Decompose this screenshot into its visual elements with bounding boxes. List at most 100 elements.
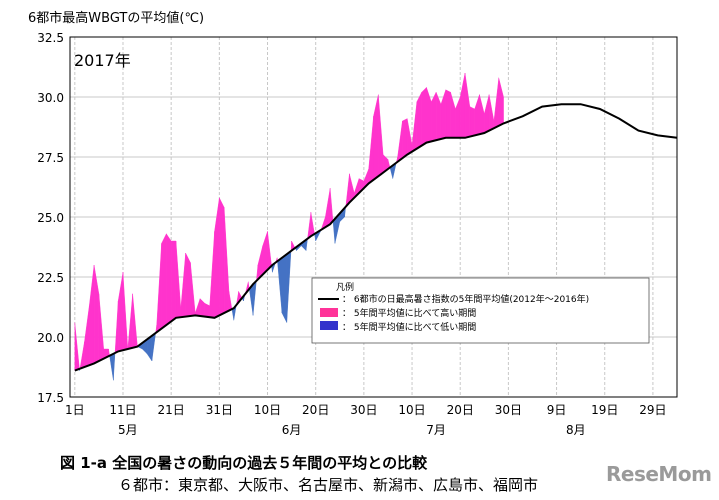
figure-subcaption: ６都市：東京都、大阪市、名古屋市、新潟市、広島市、福岡市: [118, 476, 539, 494]
x-tick-label: 20日: [302, 403, 329, 417]
y-tick-label: 22.5: [37, 271, 64, 285]
x-tick-label: 10日: [398, 403, 425, 417]
legend-low-label: ： 5年間平均値に比べて低い期間: [342, 321, 476, 333]
daily-deviation-segment: [267, 231, 272, 271]
daily-deviation-segment: [84, 305, 90, 368]
daily-deviation-segment: [479, 94, 485, 135]
daily-deviation-segment: [474, 94, 480, 136]
x-tick-label: 29日: [639, 403, 666, 417]
average-line: [74, 103, 678, 372]
month-label: 6月: [282, 423, 302, 437]
daily-deviation-segment: [127, 293, 133, 350]
month-label: 8月: [566, 423, 586, 437]
daily-deviation-segment: [204, 303, 210, 318]
daily-deviation-segment: [464, 72, 471, 139]
daily-deviation-segment: [450, 92, 456, 139]
daily-deviation-segment: [488, 94, 495, 131]
x-tick-label: 11日: [109, 403, 136, 417]
daily-deviation-segment: [411, 101, 418, 152]
daily-deviation-segment: [180, 252, 186, 318]
legend-high-label: ： 5年間平均値に比べて高い期間: [342, 307, 476, 319]
daily-deviation-segment: [114, 300, 119, 354]
daily-deviation-segment: [286, 250, 292, 323]
daily-deviation-segment: [117, 272, 124, 352]
daily-deviation-segment: [281, 253, 287, 323]
legend-low-swatch: [320, 321, 338, 330]
legend: 凡例 ： 6都市の日最高暑さ指数の5年間平均値(2012年～2016年) ： 5…: [311, 277, 650, 344]
x-axis-ticks: 1日 11日 21日 31日 10日 20日 30日 10日 20日 30日 9日 19日 29日: [65, 403, 667, 417]
x-tick-label: 19日: [591, 403, 618, 417]
daily-deviation-segment: [435, 92, 442, 141]
x-tick-label: 30日: [350, 403, 377, 417]
daily-deviation-segment: [214, 197, 220, 319]
daily-deviation-segment: [277, 257, 283, 314]
daily-deviation-segment: [484, 94, 490, 134]
daily-deviation-segment: [195, 298, 201, 317]
y-tick-label: 20.0: [37, 331, 64, 345]
daily-deviation-segment: [368, 116, 374, 184]
daily-deviation-segment: [79, 341, 85, 369]
x-tick-label: 21日: [158, 403, 185, 417]
daily-deviation-segment: [378, 94, 384, 177]
y-tick-label: 17.5: [37, 391, 64, 405]
daily-deviation-segment: [151, 332, 156, 362]
daily-deviation-segment: [325, 188, 331, 228]
deviation-fills: [74, 72, 504, 381]
daily-deviation-segment: [98, 293, 104, 362]
daily-deviation-segment: [93, 264, 100, 364]
legend-line-label: ： 6都市の日最高暑さ指数の5年間平均値(2012年～2016年): [342, 293, 589, 305]
daily-deviation-segment: [156, 243, 162, 333]
daily-deviation-segment: [223, 207, 230, 314]
daily-deviation-segment: [407, 118, 413, 155]
daily-deviation-segment: [310, 212, 315, 237]
daily-deviation-segment: [332, 218, 336, 244]
daily-deviation-segment: [402, 118, 408, 159]
x-tick-label: 31日: [206, 403, 233, 417]
month-label: 5月: [118, 423, 138, 437]
plot-frame: [69, 36, 678, 398]
daily-deviation-segment: [166, 233, 172, 326]
daily-deviation-segment: [493, 77, 499, 129]
x-tick-label: 9日: [547, 403, 567, 417]
daily-deviation-segment: [122, 272, 129, 351]
daily-deviation-segment: [252, 280, 257, 316]
y-tick-label: 25.0: [37, 211, 64, 225]
y-axis-ticks: 17.5 20.0 22.5 25.0 27.5 30.0 32.5: [37, 31, 64, 405]
daily-deviation-segment: [132, 293, 138, 349]
daily-deviation-segment: [469, 106, 475, 137]
daily-deviation-segment: [445, 89, 451, 139]
legend-box: [311, 277, 650, 344]
month-label: 7月: [426, 423, 446, 437]
y-tick-label: 30.0: [37, 91, 64, 105]
daily-deviation-segment: [190, 262, 196, 317]
x-tick-label: 1日: [65, 403, 85, 417]
daily-deviation-segment: [455, 96, 461, 139]
daily-deviation-segment: [373, 94, 379, 181]
legend-high-swatch: [320, 308, 338, 317]
daily-deviation-segment: [421, 86, 427, 146]
x-tick-label: 10日: [254, 403, 281, 417]
resemom-watermark: ReseMom: [606, 462, 712, 486]
daily-deviation-segment: [431, 92, 437, 142]
daily-deviation-segment: [113, 352, 116, 381]
daily-deviation-segment: [416, 92, 422, 149]
daily-deviation-segment: [209, 231, 215, 319]
year-label: 2017年: [74, 51, 131, 70]
daily-deviation-segment: [228, 291, 233, 311]
figure-caption: 図 1-a 全国の暑さの動向の過去５年間の平均との比較: [60, 454, 428, 472]
daily-deviation-segment: [262, 231, 268, 276]
daily-deviation-segment: [219, 197, 225, 316]
daily-deviation-segment: [161, 233, 167, 329]
x-tick-label: 20日: [447, 403, 474, 417]
daily-deviation-segment: [329, 188, 334, 225]
daily-deviation-segment: [185, 252, 191, 317]
legend-title: 凡例: [336, 281, 354, 293]
daily-deviation-segment: [307, 212, 312, 240]
daily-deviation-segment: [397, 120, 403, 163]
daily-deviation-segment: [175, 240, 182, 319]
daily-deviation-segment: [74, 322, 80, 371]
y-tick-label: 27.5: [37, 151, 64, 165]
daily-deviation-segment: [109, 353, 114, 381]
month-labels: 5月 6月 7月 8月: [118, 423, 586, 437]
y-tick-label: 32.5: [37, 31, 64, 45]
